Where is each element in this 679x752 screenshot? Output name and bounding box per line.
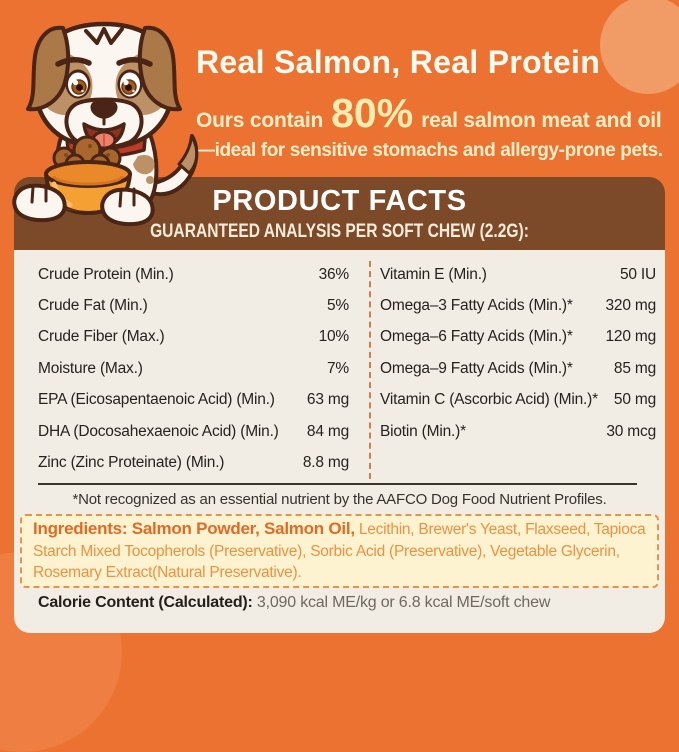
- calorie-content-line: Calorie Content (Calculated): 3,090 kcal…: [38, 594, 550, 612]
- analysis-table: Crude Protein (Min.) 36% Crude Fat (Min.)…: [38, 259, 656, 479]
- dog-body-patch: [133, 154, 155, 175]
- nutrient-label: Omega–3 Fatty Acids (Min.)*: [380, 297, 573, 315]
- table-row: Crude Fat (Min.) 5%: [38, 290, 349, 321]
- guaranteed-analysis-subtitle: GUARANTEED ANALYSIS PER SOFT CHEW (2.2G)…: [150, 221, 529, 242]
- ingredients-box: Ingredients: Salmon Powder, Salmon Oil, …: [20, 514, 659, 588]
- dog-body-spot: [146, 176, 154, 184]
- analysis-column-right: Vitamin E (Min.) 50 IU Omega–3 Fatty Acid…: [380, 259, 656, 479]
- nutrient-label: DHA (Docosahexaenoic Acid) (Min.): [38, 422, 279, 440]
- puppy-illustration: [12, 21, 199, 227]
- dog-ear-right: [137, 25, 182, 112]
- analysis-column-left: Crude Protein (Min.) 36% Crude Fat (Min.)…: [38, 259, 349, 479]
- product-facts-title: PRODUCT FACTS: [212, 185, 467, 217]
- nutrient-label: Zinc (Zinc Proteinate) (Min.): [38, 454, 225, 472]
- nutrient-label: Biotin (Min.)*: [380, 422, 466, 440]
- dog-ear-left: [26, 25, 71, 112]
- table-row: Zinc (Zinc Proteinate) (Min.) 8.8 mg: [38, 447, 349, 478]
- product-facts-header: PRODUCT FACTS GUARANTEED ANALYSIS PER SO…: [14, 177, 665, 250]
- dog-head: [26, 21, 182, 150]
- dog-eyebrow-left: [55, 57, 92, 67]
- nutrient-value: 50 IU: [619, 265, 656, 283]
- nutrient-label: Crude Protein (Min.): [38, 265, 174, 283]
- dog-eyebrow-right: [116, 57, 153, 67]
- product-facts-card: PRODUCT FACTS GUARANTEED ANALYSIS PER SO…: [14, 177, 665, 633]
- nutrient-value: 8.8 mg: [302, 454, 349, 472]
- decor-circle-top-right: [600, 0, 679, 94]
- ingredients-rest: Lecithin, Brewer's Yeast, Flaxseed, Tapi…: [33, 521, 646, 581]
- nutrient-value: 85 mg: [613, 359, 656, 377]
- calorie-value: 3,090 kcal ME/kg or 6.8 kcal ME/soft che…: [252, 594, 551, 611]
- nutrient-label: Omega–9 Fatty Acids (Min.)*: [380, 359, 573, 377]
- claim-percent: 80%: [331, 90, 414, 136]
- nutrient-value: 84 mg: [306, 422, 349, 440]
- nutrient-label: Crude Fiber (Max.): [38, 328, 165, 346]
- table-row: Crude Fiber (Max.) 10%: [38, 322, 349, 353]
- column-divider: [369, 261, 371, 479]
- table-row: Vitamin E (Min.) 50 IU: [380, 259, 656, 290]
- nutrient-value: 63 mg: [306, 391, 349, 409]
- nutrient-label: EPA (Eicosapentaenoic Acid) (Min.): [38, 391, 275, 409]
- dog-tail: [144, 134, 199, 197]
- table-row: DHA (Docosahexaenoic Acid) (Min.) 84 mg: [38, 416, 349, 447]
- nutrient-value: 320 mg: [605, 297, 657, 315]
- table-row: EPA (Eicosapentaenoic Acid) (Min.) 63 mg: [38, 385, 349, 416]
- hero-header: Real Salmon, Real Protein Ours contain 8…: [196, 44, 674, 162]
- table-row: Vitamin C (Ascorbic Acid) (Min.)* 50 mg: [380, 385, 656, 416]
- ingredients-lead: Ingredients: Salmon Powder, Salmon Oil,: [33, 519, 355, 538]
- claim-prefix: Ours contain: [196, 109, 324, 132]
- dog-forelock: [84, 27, 124, 45]
- claim-line-2: —ideal for sensitive stomachs and allerg…: [196, 140, 663, 161]
- table-row: Moisture (Max.) 7%: [38, 353, 349, 384]
- nutrient-value: 30 mcg: [606, 422, 656, 440]
- calorie-label: Calorie Content (Calculated):: [38, 594, 253, 611]
- claim-line: Ours contain 80% real salmon meat and oi…: [196, 90, 674, 137]
- dog-eye-right: [117, 69, 143, 99]
- table-row: Omega–9 Fatty Acids (Min.)* 85 mg: [380, 353, 656, 384]
- dog-paw-right: [100, 187, 155, 227]
- nutrient-label: Omega–6 Fatty Acids (Min.)*: [380, 328, 573, 346]
- table-row: Biotin (Min.)* 30 mcg: [380, 416, 656, 447]
- table-row: Omega–3 Fatty Acids (Min.)* 320 mg: [380, 290, 656, 321]
- nutrient-value: 36%: [318, 265, 350, 283]
- nutrient-label: Vitamin E (Min.): [380, 265, 487, 283]
- nutrient-label: Crude Fat (Min.): [38, 297, 148, 315]
- nutrient-value: 120 mg: [605, 328, 657, 346]
- nutrient-value: 10%: [318, 328, 350, 346]
- claim-suffix: real salmon meat and oil: [421, 109, 662, 132]
- nutrient-value: 50 mg: [613, 391, 656, 409]
- dog-eye-left: [65, 69, 91, 99]
- dog-paw-left: [12, 183, 67, 223]
- dog-nose: [90, 100, 118, 119]
- nutrient-label: Moisture (Max.): [38, 359, 143, 377]
- table-row: Crude Protein (Min.) 36%: [38, 259, 349, 290]
- nutrient-value: 7%: [326, 359, 349, 377]
- table-row: Omega–6 Fatty Acids (Min.)* 120 mg: [380, 322, 656, 353]
- aafco-footnote: *Not recognized as an essential nutrient…: [72, 491, 607, 508]
- nutrient-value: 5%: [326, 297, 349, 315]
- footnote-divider-line: [38, 483, 637, 485]
- product-facts-body: Crude Protein (Min.) 36% Crude Fat (Min.)…: [14, 250, 665, 633]
- nutrient-label: Vitamin C (Ascorbic Acid) (Min.)*: [380, 391, 598, 409]
- page-title: Real Salmon, Real Protein: [196, 44, 601, 80]
- dog-food-bowl-icon: [44, 135, 132, 215]
